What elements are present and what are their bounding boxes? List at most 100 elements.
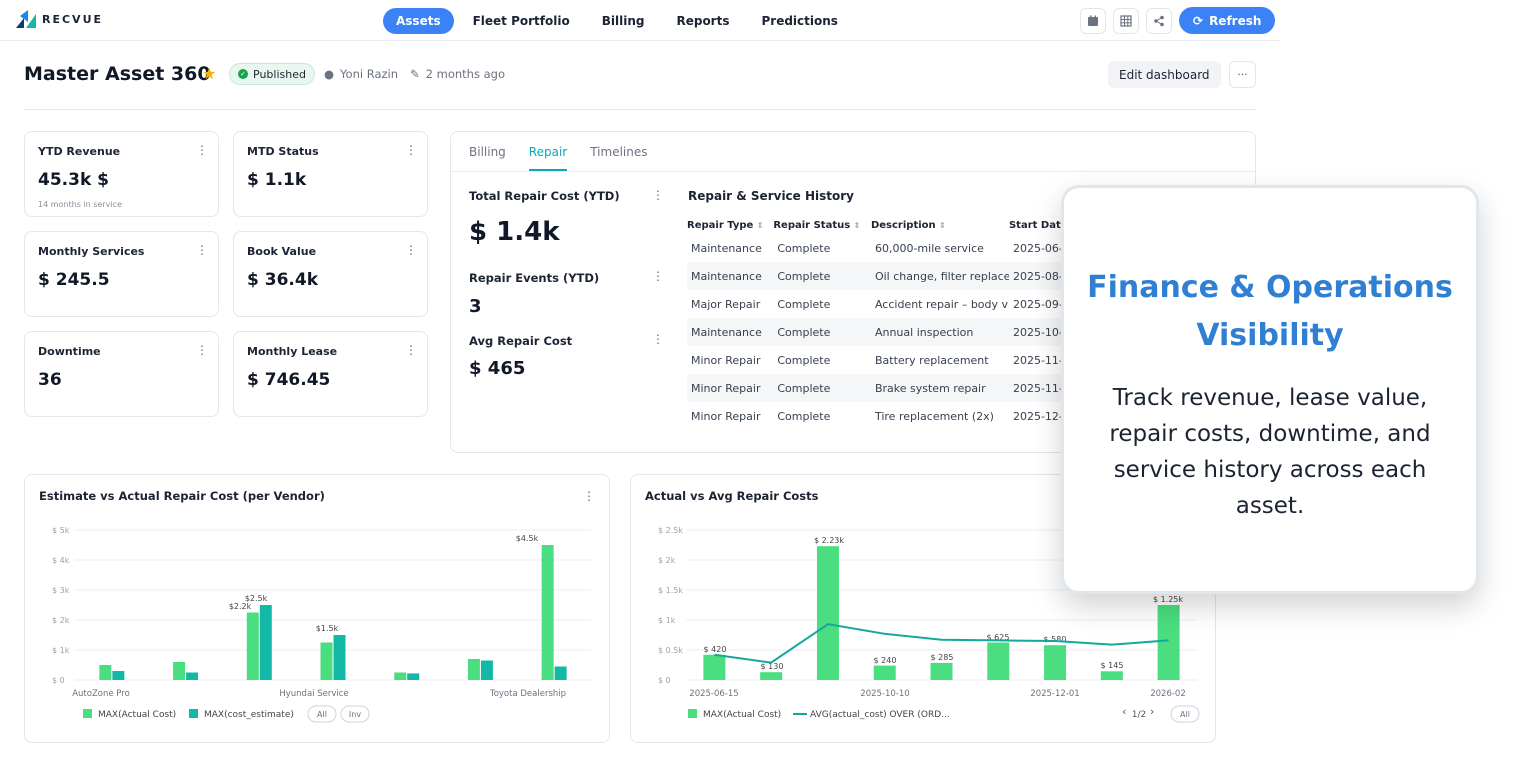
data-label: $ 1.25k	[1153, 595, 1183, 604]
updated-time: 2 months ago	[425, 67, 505, 81]
data-label: $ 285	[931, 653, 954, 662]
bar	[873, 665, 896, 680]
table-row[interactable]: Minor Repair Complete Battery replacement 2…	[687, 346, 1087, 374]
nav-billing[interactable]: Billing	[601, 14, 645, 28]
x-tick-label: Toyota Dealership	[489, 689, 566, 699]
panel-tabs: Billing Repair Timelines	[469, 145, 648, 171]
nav-fleet-portfolio[interactable]: Fleet Portfolio	[472, 14, 570, 28]
data-label: $2.2k	[229, 602, 252, 611]
bar	[816, 546, 839, 680]
status-badge: ✓ Published	[229, 63, 315, 85]
column-header[interactable]: Description ⇕	[871, 216, 1009, 234]
more-options-button[interactable]: ···	[1229, 61, 1256, 88]
kebab-menu-icon[interactable]: ⋮	[652, 332, 664, 346]
table-cell: Maintenance	[687, 318, 774, 346]
table-cell: Minor Repair	[687, 374, 774, 402]
bar	[394, 672, 407, 680]
kebab-menu-icon[interactable]: ⋮	[196, 143, 208, 157]
pencil-icon: ✎	[410, 67, 420, 81]
main-nav: Assets Fleet Portfolio Billing Reports P…	[383, 8, 851, 34]
kebab-menu-icon[interactable]: ⋮	[652, 188, 664, 202]
table-row[interactable]: Maintenance Complete Oil change, filter re…	[687, 262, 1087, 290]
table-row[interactable]: Maintenance Complete Annual inspection 2025…	[687, 318, 1087, 346]
kebab-menu-icon[interactable]: ⋮	[405, 143, 417, 157]
tab-timelines[interactable]: Timelines	[590, 145, 648, 159]
kebab-menu-icon[interactable]: ⋮	[405, 243, 417, 257]
bar	[1044, 645, 1067, 680]
star-icon[interactable]: ★	[202, 64, 217, 83]
column-header-label: Description	[870, 219, 936, 231]
nav-predictions[interactable]: Predictions	[761, 14, 838, 28]
legend-label: MAX(Actual Cost)	[703, 710, 781, 720]
column-header-label: Repair Type	[687, 219, 754, 231]
share-button[interactable]	[1146, 7, 1172, 34]
kebab-menu-icon[interactable]: ⋮	[196, 343, 208, 357]
nav-assets[interactable]: Assets	[383, 8, 454, 34]
tab-billing[interactable]: Billing	[469, 145, 506, 159]
bar	[333, 635, 346, 680]
table-cell: Annual inspection	[870, 318, 1009, 346]
bar	[407, 673, 420, 680]
table-view-button[interactable]	[1113, 7, 1139, 34]
brand-name: RECVUE	[42, 12, 104, 26]
table-cell: Complete	[773, 318, 871, 346]
kpi-mtd-status: MTD Status ⋮ $ 1.1k	[233, 131, 428, 217]
table-cell: Maintenance	[687, 262, 774, 290]
data-label: $ 145	[1101, 661, 1124, 670]
kebab-menu-icon[interactable]: ⋮	[196, 243, 208, 257]
table-cell: Complete	[773, 374, 871, 402]
nav-reports[interactable]: Reports	[676, 14, 730, 28]
kpi-value: $ 746.45	[247, 370, 331, 390]
column-header-label: Repair Status	[773, 219, 851, 231]
data-label: $ 2.23k	[814, 536, 844, 545]
kpi-label: Downtime	[38, 345, 101, 358]
column-header[interactable]: Repair Status ⇕	[773, 216, 871, 234]
feature-callout-card: Finance & Operations Visibility Track re…	[1061, 185, 1479, 594]
table-row[interactable]: Minor Repair Complete Tire replacement (2x…	[687, 402, 1087, 430]
refresh-button[interactable]: ⟳ Refresh	[1179, 7, 1276, 34]
history-title: Repair & Service History	[688, 189, 855, 203]
kebab-menu-icon[interactable]: ⋮	[405, 343, 417, 357]
pill-label: All	[1180, 710, 1190, 719]
kpi-value: $ 1.1k	[247, 170, 307, 190]
tab-repair[interactable]: Repair	[528, 145, 568, 171]
pill-label: Inv	[349, 710, 361, 719]
table-row[interactable]: Maintenance Complete 60,000-mile service 20…	[687, 234, 1087, 262]
dashboard-header: Master Asset 360 ★ ✓ Published ● Yoni Ra…	[24, 60, 1256, 90]
kpi-monthly-services: Monthly Services ⋮ $ 245.5	[24, 231, 219, 317]
kebab-menu-icon[interactable]: ⋮	[583, 489, 595, 503]
kpi-ytd-revenue: YTD Revenue ⋮ 45.3k $ 14 months in servi…	[24, 131, 219, 217]
table-row[interactable]: Major Repair Complete Accident repair – bo…	[687, 290, 1087, 318]
kpi-value: 36	[38, 370, 62, 390]
y-tick-label: $ 1k	[52, 646, 70, 655]
metric-label: Repair Events (YTD)	[469, 271, 600, 285]
legend-filter-pill[interactable]: All	[307, 705, 337, 723]
column-header-label: Start Date	[1008, 219, 1068, 231]
kebab-menu-icon[interactable]: ⋮	[652, 269, 664, 283]
edit-dashboard-button[interactable]: Edit dashboard	[1108, 61, 1221, 88]
column-header[interactable]: Repair Type ⇕	[687, 216, 773, 234]
table-cell: Complete	[777, 409, 831, 423]
status-label: Published	[253, 67, 306, 81]
legend-label: MAX(cost_estimate)	[204, 710, 294, 720]
bar	[246, 612, 259, 680]
user-icon: ●	[324, 67, 335, 81]
brand-logo[interactable]: RECVUE	[16, 10, 103, 28]
calendar-button[interactable]	[1080, 7, 1106, 34]
legend-filter-pill[interactable]: All	[1170, 705, 1200, 723]
refresh-icon: ⟳	[1193, 13, 1204, 28]
sort-icon: ⇕	[939, 220, 946, 230]
refresh-label: Refresh	[1209, 13, 1262, 28]
x-tick-label: Hyundai Service	[279, 689, 348, 699]
table-row[interactable]: Minor Repair Complete Brake system repair 2…	[687, 374, 1087, 402]
logo-icon	[16, 10, 36, 28]
chevron-left-icon: ‹	[1122, 705, 1126, 718]
legend-filter-pill[interactable]: Inv	[340, 705, 370, 723]
chart-actual-vs-avg: Actual vs Avg Repair Costs $ 2.5k $ 2k $ 1…	[630, 474, 1216, 743]
bar	[760, 672, 783, 680]
pager-label: 1/2	[1132, 710, 1146, 720]
sort-icon: ⇕	[853, 220, 861, 230]
bar	[987, 642, 1010, 680]
callout-title: Finance & Operations Visibility	[1087, 270, 1453, 353]
data-label: $1.5k	[316, 624, 339, 633]
